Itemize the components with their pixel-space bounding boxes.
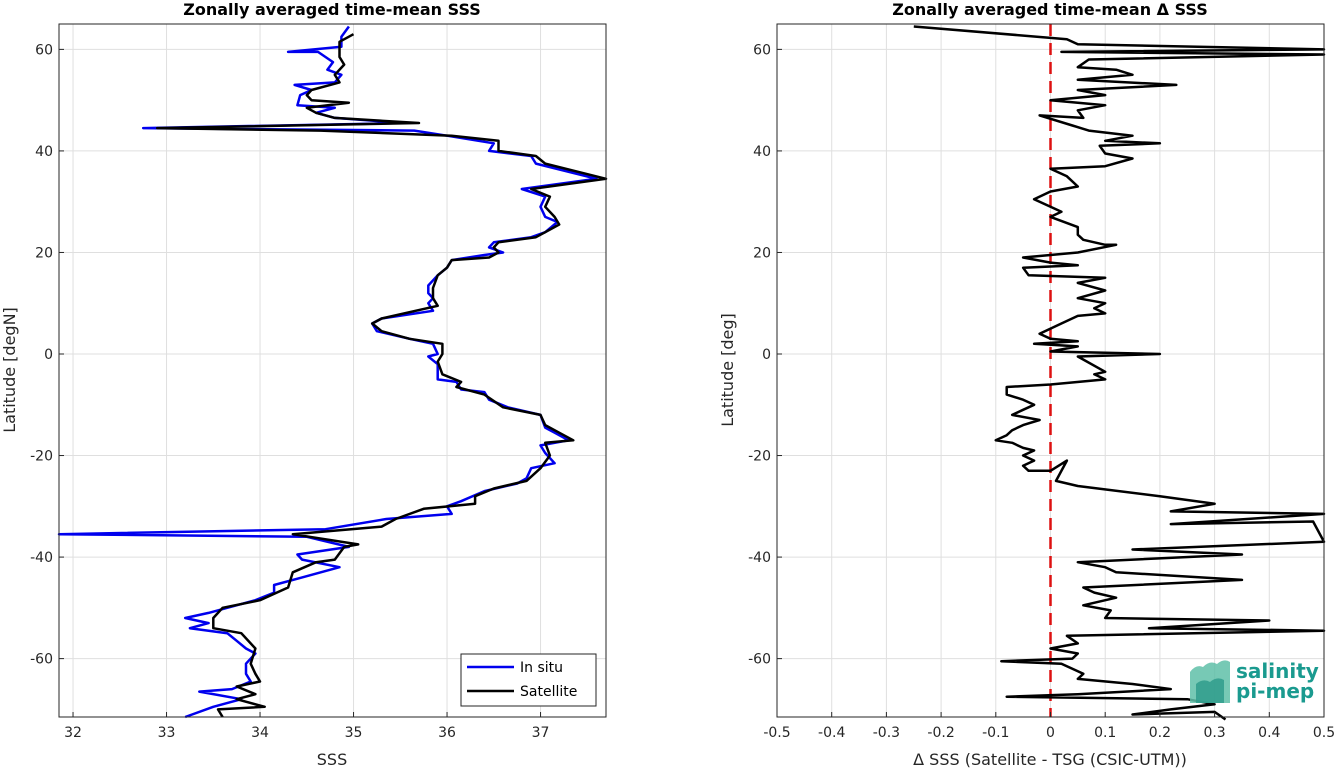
right-x-tick-label: 0.5 bbox=[1313, 725, 1335, 741]
left-plot-frame bbox=[58, 23, 607, 718]
left-x-tick-label: 33 bbox=[158, 725, 176, 741]
right-x-tick-label: -0.1 bbox=[982, 725, 1009, 741]
legend-label-in-situ: In situ bbox=[520, 660, 563, 676]
left-y-tick-label: -40 bbox=[30, 550, 53, 566]
right-x-tick-label: 0 bbox=[1046, 725, 1055, 741]
right-y-tick-label: -60 bbox=[748, 652, 771, 668]
logo-text-line2: pi-mep bbox=[1236, 679, 1314, 703]
right-series-group bbox=[913, 25, 1326, 721]
legend-box bbox=[460, 653, 597, 707]
left-x-axis-label: SSS bbox=[317, 750, 347, 769]
right-y-tick-label: 0 bbox=[762, 347, 771, 363]
left-x-tick-label: 37 bbox=[532, 725, 550, 741]
salinity-pi-mep-logo: salinity pi-mep bbox=[1190, 659, 1319, 703]
left-y-tick-label: -60 bbox=[30, 652, 53, 668]
right-tick-labels: -0.5 -0.4 -0.3 -0.2 -0.1 0 0.1 0.2 0.3 0.4 0.5 -60 -… bbox=[748, 42, 1335, 741]
left-y-tick-label: -20 bbox=[30, 449, 53, 465]
right-x-tick-label: 0.1 bbox=[1094, 725, 1116, 741]
right-y-axis-label: Latitude [deg] bbox=[718, 313, 737, 427]
right-y-tick-label: -40 bbox=[748, 550, 771, 566]
right-x-tick-label: -0.3 bbox=[873, 725, 900, 741]
legend: In situ Satellite bbox=[460, 653, 597, 707]
right-y-tick-label: 20 bbox=[753, 245, 771, 261]
right-y-tick-label: -20 bbox=[748, 449, 771, 465]
right-x-tick-label: -0.5 bbox=[763, 725, 790, 741]
left-x-tick-label: 32 bbox=[64, 725, 82, 741]
right-x-tick-label: -0.4 bbox=[818, 725, 845, 741]
left-series-group bbox=[57, 25, 608, 719]
left-plot-area bbox=[59, 24, 606, 717]
legend-label-satellite: Satellite bbox=[520, 684, 577, 700]
left-chart: Zonally averaged time-mean SSS 32 33 34 35 3… bbox=[0, 0, 608, 769]
right-series-line-delta bbox=[913, 25, 1326, 721]
logo-wave-highlight-icon bbox=[1196, 678, 1224, 703]
right-chart-title: Zonally averaged time-mean Δ SSS bbox=[892, 0, 1208, 19]
left-chart-title: Zonally averaged time-mean SSS bbox=[183, 0, 481, 19]
left-x-tick-label: 36 bbox=[438, 725, 456, 741]
left-x-tick-label: 34 bbox=[251, 725, 269, 741]
left-y-tick-label: 40 bbox=[35, 144, 53, 160]
left-y-tick-label: 0 bbox=[44, 347, 53, 363]
left-y-tick-label: 20 bbox=[35, 245, 53, 261]
right-y-tick-label: 60 bbox=[753, 42, 771, 58]
left-y-tick-label: 60 bbox=[35, 42, 53, 58]
right-y-tick-label: 40 bbox=[753, 144, 771, 160]
right-x-axis-label: Δ SSS (Satellite - TSG (CSIC-UTM)) bbox=[913, 750, 1187, 769]
left-gridlines bbox=[59, 24, 606, 717]
right-x-tick-label: 0.2 bbox=[1149, 725, 1171, 741]
right-x-tick-label: 0.4 bbox=[1258, 725, 1280, 741]
right-chart: Zonally averaged time-mean Δ SSS -0.5 -0.… bbox=[718, 0, 1335, 769]
left-series-line-satellite bbox=[155, 33, 608, 718]
right-x-tick-label: 0.3 bbox=[1203, 725, 1225, 741]
logo-text-line1: salinity bbox=[1236, 659, 1319, 683]
left-tick-labels: 32 33 34 35 36 37 -60 -40 -20 0 20 40 60 bbox=[30, 42, 549, 741]
left-x-tick-label: 35 bbox=[345, 725, 363, 741]
right-x-tick-label: -0.2 bbox=[927, 725, 954, 741]
left-y-axis-label: Latitude [degN] bbox=[0, 307, 19, 433]
